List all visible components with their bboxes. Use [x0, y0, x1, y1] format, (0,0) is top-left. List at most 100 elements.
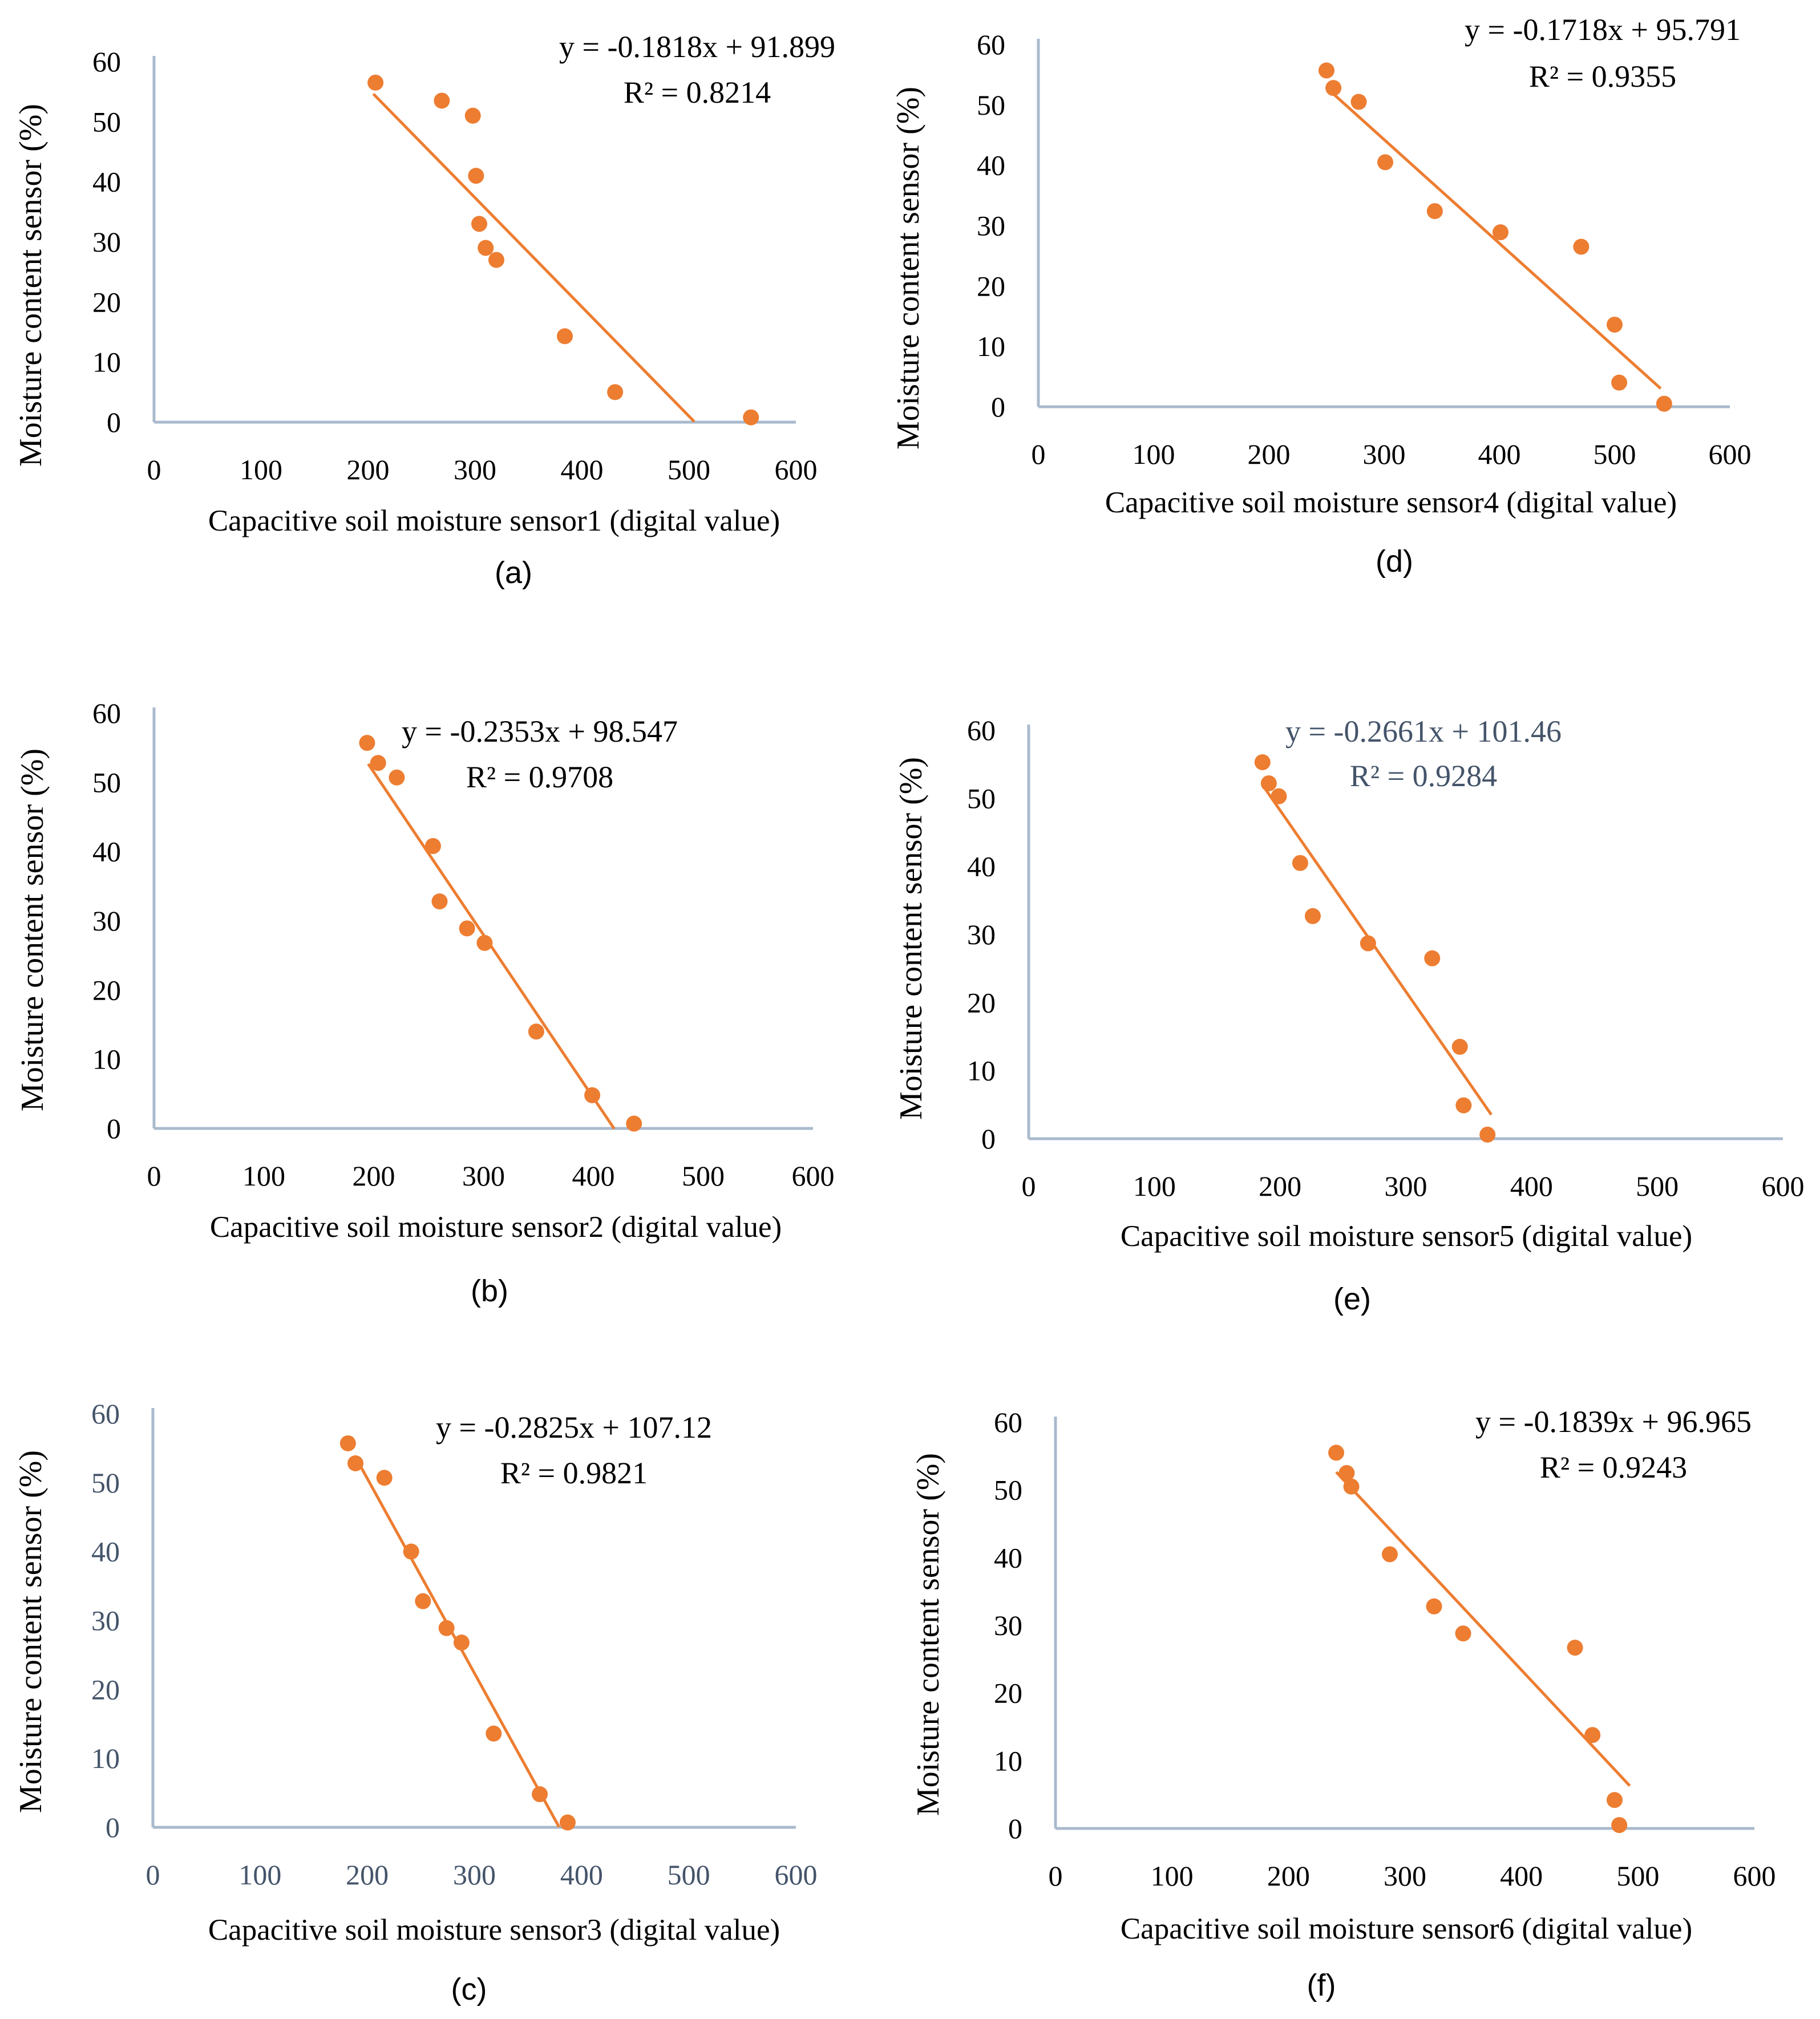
y-tick-label: 20: [994, 1677, 1022, 1709]
data-point: [347, 1455, 364, 1471]
data-point: [1338, 1465, 1355, 1481]
x-tick-label: 400: [560, 1859, 603, 1891]
data-point: [1292, 855, 1308, 871]
data-point: [1426, 1598, 1442, 1615]
y-tick-label: 20: [977, 270, 1005, 302]
data-point: [488, 252, 504, 268]
x-tick-label: 100: [1133, 438, 1175, 470]
y-tick-label: 10: [91, 1742, 120, 1774]
y-tick-label: 30: [967, 919, 996, 950]
y-tick-label: 10: [977, 330, 1005, 362]
data-point: [476, 934, 493, 951]
data-point: [743, 409, 759, 426]
data-point: [376, 1470, 393, 1486]
y-tick-label: 50: [91, 1467, 120, 1499]
panel-label: (e): [1333, 1282, 1371, 1316]
x-tick-label: 100: [1133, 1170, 1176, 1202]
data-point: [559, 1814, 576, 1831]
data-point: [528, 1023, 544, 1040]
y-tick-label: 10: [994, 1745, 1022, 1777]
data-point: [1377, 154, 1394, 171]
y-tick-label: 30: [92, 226, 121, 258]
x-tick-label: 500: [682, 1160, 725, 1192]
panel-label: (b): [471, 1274, 508, 1308]
y-axis-title: Moisture content sensor (%): [13, 104, 48, 467]
x-axis-title: Capacitive soil moisture sensor1 (digita…: [208, 504, 780, 537]
y-tick-label: 40: [91, 1536, 120, 1568]
data-point: [1304, 908, 1321, 924]
data-point: [339, 1435, 356, 1451]
data-point: [1573, 238, 1590, 255]
y-tick-label: 30: [92, 905, 121, 937]
r-squared-label: R² = 0.9243: [1540, 1450, 1687, 1484]
y-tick-label: 30: [91, 1605, 120, 1637]
y-tick-label: 10: [967, 1055, 996, 1087]
data-point: [1271, 788, 1287, 804]
data-point: [532, 1786, 548, 1802]
data-point: [1424, 950, 1441, 966]
trendline-equation: y = -0.1718x + 95.791: [1465, 13, 1741, 47]
y-axis-title: Moisture content sensor (%): [13, 1450, 48, 1813]
x-tick-label: 100: [240, 454, 282, 485]
data-point: [389, 769, 405, 786]
trendline-equation: y = -0.2353x + 98.547: [402, 714, 678, 748]
y-tick-label: 50: [92, 106, 121, 137]
data-point: [464, 107, 481, 124]
x-tick-label: 0: [147, 454, 161, 485]
x-tick-label: 300: [454, 454, 496, 485]
data-point: [1479, 1126, 1496, 1143]
x-tick-label: 200: [347, 454, 390, 485]
y-tick-label: 40: [92, 836, 121, 868]
y-tick-label: 0: [107, 406, 121, 438]
data-point: [1455, 1097, 1472, 1114]
x-tick-label: 0: [1022, 1170, 1036, 1202]
x-tick-label: 300: [1384, 1860, 1426, 1892]
y-axis-title: Moisture content sensor (%): [15, 748, 50, 1111]
x-tick-label: 200: [346, 1859, 389, 1891]
data-point: [1607, 317, 1623, 333]
x-tick-label: 600: [1762, 1170, 1805, 1202]
y-axis-title: Moisture content sensor (%): [911, 1453, 946, 1816]
x-tick-label: 500: [1636, 1170, 1679, 1202]
x-axis-title: Capacitive soil moisture sensor6 (digita…: [1121, 1912, 1692, 1945]
y-tick-label: 20: [967, 986, 996, 1018]
x-tick-label: 0: [1049, 1860, 1063, 1892]
panel-label: (a): [495, 556, 532, 590]
data-point: [459, 920, 475, 937]
trendline-equation: y = -0.1839x + 96.965: [1475, 1405, 1752, 1439]
x-tick-label: 200: [1267, 1860, 1310, 1892]
x-axis-title: Capacitive soil moisture sensor4 (digita…: [1105, 486, 1677, 519]
data-point: [1656, 395, 1672, 412]
y-tick-label: 10: [92, 1043, 121, 1075]
x-axis-title: Capacitive soil moisture sensor2 (digita…: [210, 1211, 782, 1244]
x-tick-label: 600: [792, 1160, 835, 1192]
y-tick-label: 60: [994, 1406, 1022, 1438]
y-tick-label: 60: [92, 46, 121, 78]
data-point: [584, 1087, 601, 1103]
data-point: [1611, 374, 1628, 391]
y-tick-label: 30: [977, 210, 1005, 242]
data-point: [1426, 203, 1443, 220]
x-tick-label: 100: [238, 1859, 281, 1891]
r-squared-label: R² = 0.8214: [624, 75, 771, 110]
x-axis-title: Capacitive soil moisture sensor5 (digita…: [1121, 1220, 1692, 1253]
x-tick-label: 600: [775, 454, 818, 485]
data-point: [1611, 1817, 1628, 1834]
panel-label: (f): [1307, 1968, 1336, 2002]
data-point: [471, 216, 487, 232]
x-tick-label: 200: [1248, 438, 1291, 470]
x-tick-label: 400: [561, 454, 604, 485]
y-tick-label: 0: [981, 1123, 996, 1155]
x-tick-label: 600: [1733, 1860, 1776, 1892]
trendline-equation: y = -0.2661x + 101.46: [1285, 714, 1562, 748]
y-tick-label: 60: [967, 714, 996, 746]
data-point: [453, 1634, 470, 1651]
x-tick-label: 300: [453, 1859, 496, 1891]
x-tick-label: 400: [572, 1160, 615, 1192]
y-tick-label: 10: [92, 346, 121, 378]
